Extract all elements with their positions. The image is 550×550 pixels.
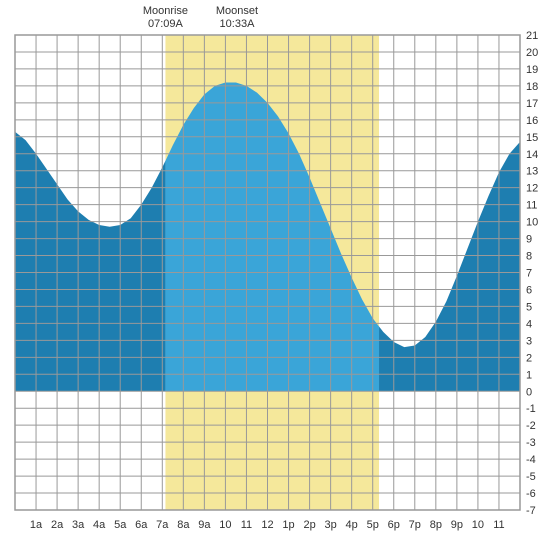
y-tick-label: 8 <box>526 251 532 263</box>
y-tick-label: 1 <box>526 369 532 381</box>
y-tick-label: 20 <box>526 47 538 59</box>
moonrise-time: 07:09A <box>148 18 184 30</box>
y-tick-label: -1 <box>526 403 536 415</box>
x-tick-label: 1p <box>282 519 294 531</box>
y-tick-label: 6 <box>526 284 532 296</box>
x-tick-label: 7a <box>156 519 169 531</box>
x-tick-label: 8p <box>430 519 442 531</box>
x-tick-label: 3a <box>72 519 85 531</box>
moonset-time: 10:33A <box>220 18 256 30</box>
x-tick-label: 6a <box>135 519 148 531</box>
x-tick-label: 5p <box>367 519 379 531</box>
y-tick-label: 14 <box>526 149 538 161</box>
moonset-label: Moonset <box>216 5 258 17</box>
x-tick-label: 11 <box>241 519 252 531</box>
y-tick-label: -6 <box>526 488 536 500</box>
y-tick-label: 5 <box>526 301 532 313</box>
y-tick-label: 19 <box>526 64 538 76</box>
y-tick-label: -3 <box>526 437 536 449</box>
tide-chart: -7-6-5-4-3-2-101234567891011121314151617… <box>0 0 550 550</box>
y-tick-label: -2 <box>526 420 536 432</box>
x-tick-label: 2p <box>303 519 315 531</box>
y-tick-label: -5 <box>526 471 536 483</box>
y-tick-label: 3 <box>526 335 532 347</box>
y-tick-label: 15 <box>526 132 538 144</box>
y-tick-label: 7 <box>526 268 532 280</box>
y-tick-label: 10 <box>526 217 538 229</box>
x-tick-label: 8a <box>177 519 190 531</box>
moonrise-label: Moonrise <box>143 5 188 17</box>
y-tick-label: 16 <box>526 115 538 127</box>
x-tick-label: 9p <box>451 519 463 531</box>
x-tick-label: 12 <box>261 519 273 531</box>
y-tick-label: 11 <box>526 200 537 212</box>
x-tick-label: 10 <box>472 519 484 531</box>
x-tick-label: 1a <box>30 519 43 531</box>
x-tick-label: 9a <box>198 519 211 531</box>
x-tick-label: 4p <box>346 519 358 531</box>
y-tick-label: 17 <box>526 98 538 110</box>
y-tick-label: 18 <box>526 81 538 93</box>
x-tick-label: 10 <box>219 519 231 531</box>
y-tick-label: -4 <box>526 454 536 466</box>
y-tick-label: 13 <box>526 166 538 178</box>
y-tick-label: 0 <box>526 386 532 398</box>
x-tick-label: 7p <box>409 519 421 531</box>
y-tick-label: -7 <box>526 505 536 517</box>
y-tick-label: 2 <box>526 352 532 364</box>
x-tick-label: 6p <box>388 519 400 531</box>
x-tick-label: 4a <box>93 519 106 531</box>
x-tick-label: 5a <box>114 519 127 531</box>
x-tick-label: 11 <box>493 519 504 531</box>
y-tick-label: 21 <box>526 30 538 42</box>
y-tick-label: 12 <box>526 183 538 195</box>
x-tick-label: 3p <box>325 519 337 531</box>
chart-svg: -7-6-5-4-3-2-101234567891011121314151617… <box>0 0 550 550</box>
x-tick-label: 2a <box>51 519 64 531</box>
y-tick-label: 9 <box>526 234 532 246</box>
y-tick-label: 4 <box>526 318 532 330</box>
